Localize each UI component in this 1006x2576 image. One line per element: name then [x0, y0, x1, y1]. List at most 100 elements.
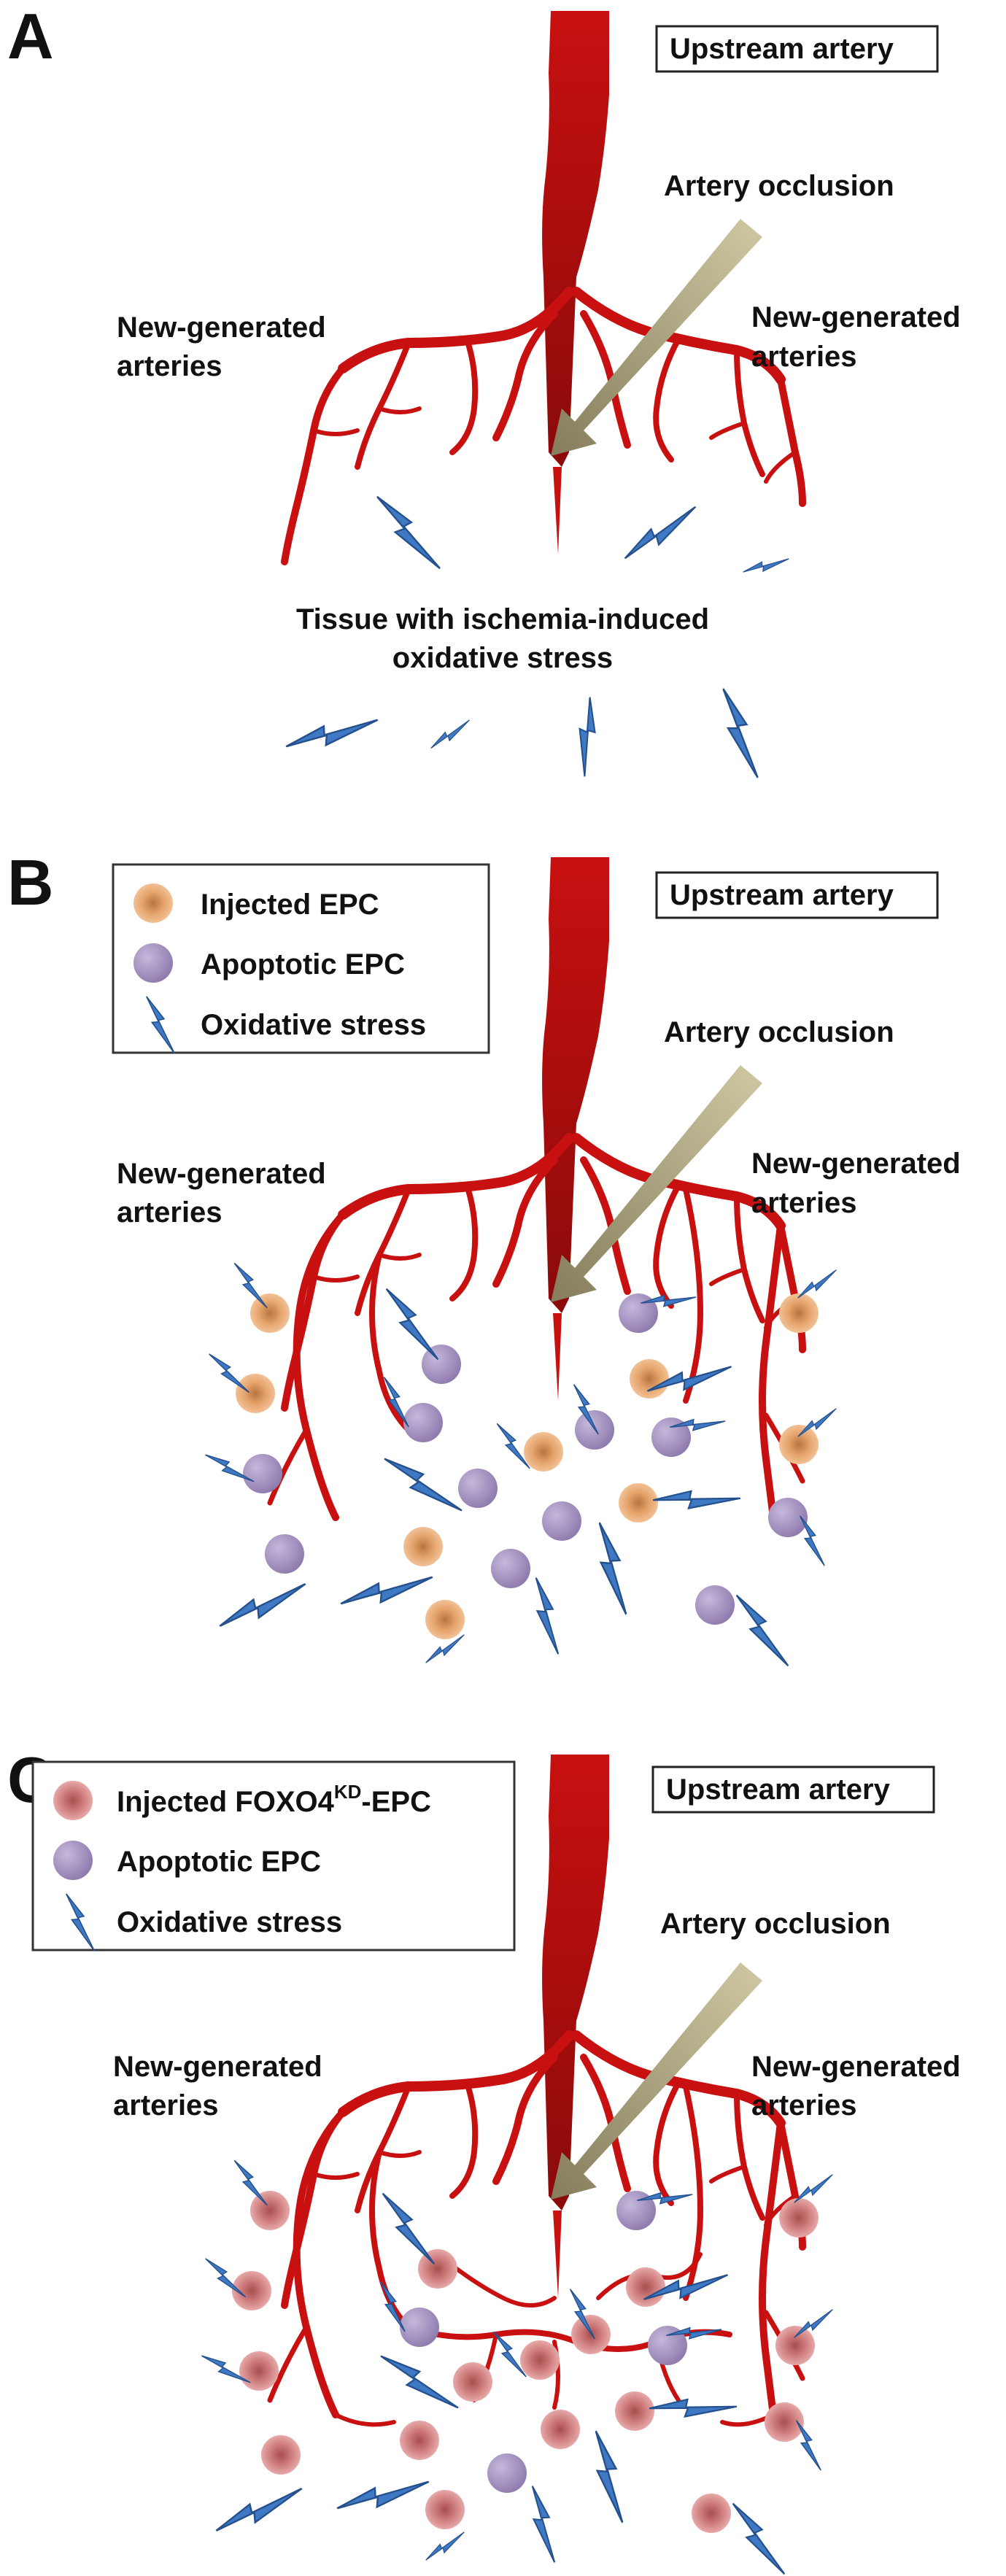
cells-b: [236, 1293, 819, 1639]
left-arteries-label-c-l2: arteries: [113, 2089, 219, 2121]
purple-cell-icon: [134, 943, 173, 983]
legend-c-apoptotic-epc: Apoptotic EPC: [117, 1846, 321, 1878]
foxo4kd-epc-cell: [692, 2494, 731, 2533]
lightning-bolt-icon: [430, 709, 471, 759]
lightning-bolt-icon: [742, 543, 790, 588]
apoptotic-epc-cell: [616, 2191, 656, 2230]
artery-occlusion-label-b: Artery occlusion: [664, 1016, 894, 1048]
lightning-bolt-icon: [510, 1577, 584, 1655]
right-arteries-label-c-l2: arteries: [751, 2089, 857, 2121]
injected-epc-cell: [250, 1293, 290, 1333]
foxo4kd-epc-cell: [453, 2362, 492, 2402]
foxo4kd-epc-cell: [261, 2435, 301, 2475]
artery-occlusion-label-a: Artery occlusion: [664, 170, 894, 202]
foxo4kd-epc-cell: [779, 2198, 819, 2237]
apoptotic-epc-cell: [487, 2453, 527, 2493]
injected-epc-cell: [425, 1600, 465, 1639]
panel-c: C Upstream artery Artery occlusion Injec…: [7, 1744, 961, 2575]
upstream-artery-box-a: [655, 25, 939, 73]
apoptotic-epc-cell: [695, 1585, 735, 1625]
foxo4kd-epc-cell: [400, 2421, 439, 2460]
foxo4kd-epc-cell: [232, 2271, 271, 2310]
lightning-bolt-icon: [376, 1458, 470, 1512]
apoptotic-epc-cell: [651, 1417, 691, 1457]
foxo4kd-epc-cell: [615, 2391, 654, 2431]
apoptotic-epc-cell: [619, 1293, 658, 1333]
foxo4kd-epc-cell: [425, 2490, 465, 2529]
lightning-bolt-icon: [425, 2521, 465, 2571]
right-arteries-label-c-l1: New-generated: [751, 2051, 961, 2083]
tissue-label-l2: oxidative stress: [392, 642, 613, 674]
foxo4kd-epc-cell: [239, 2351, 279, 2391]
right-arteries-label-b-l2: arteries: [751, 1187, 857, 1219]
panel-letter-a: A: [7, 0, 54, 72]
upstream-artery-label-a: Upstream artery: [670, 33, 894, 65]
legend-b-injected-epc: Injected EPC: [201, 889, 379, 921]
lightning-bolt-icon: [648, 2373, 738, 2442]
left-arteries-label-b-l2: arteries: [117, 1196, 223, 1229]
artery-occlusion-label-c: Artery occlusion: [660, 1908, 891, 1940]
apoptotic-epc-cell: [491, 1549, 530, 1588]
lightning-bolt-icon: [559, 696, 616, 778]
lightning-bolt-icon: [506, 2485, 581, 2564]
panel-b: B Upstream artery Artery occlusion Injec…: [7, 846, 961, 1674]
purple-cell-icon: [53, 1841, 93, 1880]
foxo4kd-epc-cell: [520, 2340, 560, 2380]
lightning-bolt-icon: [565, 2429, 654, 2524]
upstream-artery-box-b: [655, 871, 939, 919]
lightning-bolt-icon: [218, 1558, 307, 1652]
right-arteries-label-b-l1: New-generated: [751, 1148, 961, 1180]
upstream-artery-label-c: Upstream artery: [666, 1774, 891, 1806]
left-arteries-label-a-l2: arteries: [117, 350, 223, 382]
panel-a: A Upstream artery Artery occlusion New-g…: [7, 0, 961, 779]
tissue-label-l1: Tissue with ischemia-induced: [296, 603, 709, 635]
injected-epc-cell: [630, 1359, 669, 1399]
apoptotic-epc-cell: [458, 1469, 498, 1508]
injected-epc-cell: [779, 1425, 819, 1464]
red-cell-icon: [53, 1781, 93, 1820]
orange-cell-icon: [134, 883, 173, 923]
artery-tree-a: [285, 11, 802, 562]
lightning-bolt-icon: [694, 687, 786, 779]
foxo4kd-epc-cell: [775, 2326, 815, 2365]
apoptotic-epc-cell: [648, 2326, 687, 2365]
lightning-bolt-icon: [336, 2451, 430, 2540]
legend-b-oxidative-stress: Oxidative stress: [201, 1009, 426, 1041]
injected-epc-cell: [619, 1483, 658, 1523]
lightning-bolt-icon: [624, 487, 697, 578]
right-arteries-label-a-l1: New-generated: [751, 301, 961, 333]
legend-b: [112, 863, 490, 1054]
apoptotic-epc-cell: [265, 1534, 304, 1574]
upstream-artery-label-b: Upstream artery: [670, 879, 894, 911]
left-arteries-label-a-l1: New-generated: [117, 312, 326, 344]
foxo4kd-epc-cell: [541, 2410, 580, 2449]
lightning-bolt-icon: [214, 2462, 303, 2557]
apoptotic-epc-cell: [403, 1403, 443, 1442]
oxidative-stress-bolts-c: [197, 2159, 836, 2575]
injected-epc-cell: [236, 1374, 275, 1413]
foxo4kd-epc-cell: [626, 2267, 665, 2307]
injected-epc-cell: [779, 1293, 819, 1333]
lightning-bolt-icon: [360, 495, 457, 570]
upstream-artery-box-c: [651, 1765, 935, 1814]
injected-epc-cell: [524, 1432, 563, 1471]
apoptotic-epc-cell: [400, 2308, 439, 2347]
apoptotic-epc-cell: [768, 1498, 808, 1537]
injected-epc-cell: [403, 1527, 443, 1566]
legend-c-oxidative-stress: Oxidative stress: [117, 1906, 342, 1938]
legend-b-apoptotic-epc: Apoptotic EPC: [201, 948, 405, 980]
foxo4kd-epc-cell: [765, 2402, 804, 2442]
lightning-bolt-icon: [285, 689, 379, 778]
apoptotic-epc-cell: [542, 1501, 581, 1541]
right-arteries-label-a-l2: arteries: [751, 341, 857, 373]
foxo4kd-epc-cell: [418, 2249, 457, 2289]
legend-c: [31, 1760, 516, 1952]
cells-c: [232, 2191, 819, 2533]
apoptotic-epc-cell: [243, 1454, 282, 1493]
lightning-bolt-icon: [651, 1465, 742, 1533]
apoptotic-epc-cell: [422, 1345, 461, 1384]
foxo4kd-epc-cell: [250, 2191, 290, 2230]
left-arteries-label-c-l1: New-generated: [113, 2051, 322, 2083]
legend-c-injected-foxo4kd-epc: Injected FOXO4KD-EPC: [117, 1781, 431, 1818]
